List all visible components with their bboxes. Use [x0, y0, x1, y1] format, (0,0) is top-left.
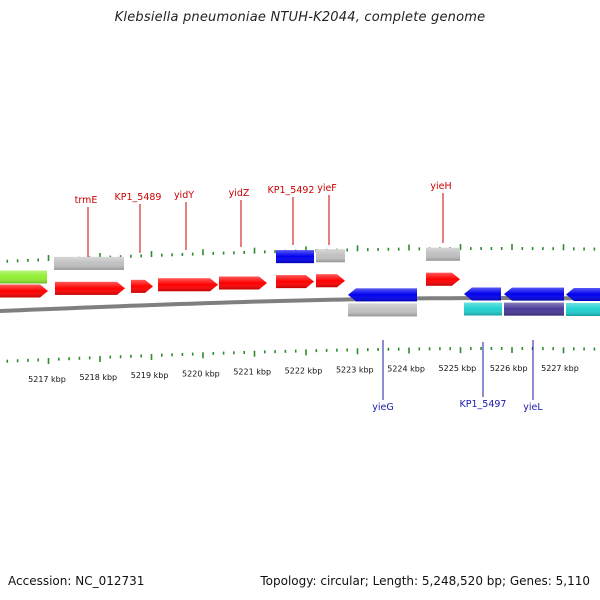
gene-feature[interactable]: [426, 272, 460, 286]
kbp-label: 5222 kbp: [285, 366, 323, 375]
gene-feature[interactable]: [504, 302, 564, 316]
gene-feature[interactable]: [219, 276, 267, 290]
kbp-scale-labels: 5217 kbp 5218 kbp 5219 kbp 5220 kbp 5221 kbp…: [28, 364, 579, 384]
topology-summary: Topology: circular; Length: 5,248,520 bp…: [260, 574, 590, 588]
gene-label-kp1-5492[interactable]: KP1_5492: [268, 185, 315, 196]
kbp-label: 5227 kbp: [541, 364, 579, 373]
label-leader-lines: [87, 193, 534, 400]
gene-feature[interactable]: [348, 288, 417, 302]
genome-title: Klebsiella pneumoniae NTUH-K2044, comple…: [114, 10, 486, 25]
kbp-label: 5226 kbp: [490, 364, 528, 373]
inner-tick-marks: [6, 347, 596, 365]
gene-label-trme[interactable]: trmE: [75, 195, 98, 206]
kbp-label: 5219 kbp: [131, 371, 169, 380]
gene-labels: trmE KP1_5489 yidY yidZ KP1_5492 yieF yieH yieG…: [75, 181, 544, 413]
gene-feature[interactable]: [55, 281, 125, 295]
gene-feature[interactable]: [276, 275, 314, 289]
gene-feature[interactable]: [0, 284, 48, 298]
kbp-label: 5223 kbp: [336, 365, 374, 374]
gene-feature[interactable]: [0, 270, 47, 284]
gene-feature[interactable]: [158, 278, 218, 292]
gene-label-kp1-5497[interactable]: KP1_5497: [460, 399, 507, 410]
gene-label-yidy[interactable]: yidY: [174, 190, 194, 201]
gene-label-yief[interactable]: yieF: [317, 183, 337, 194]
gene-feature[interactable]: [316, 249, 345, 263]
gene-label-yieh[interactable]: yieH: [430, 181, 451, 192]
kbp-label: 5218 kbp: [79, 373, 117, 382]
gene-feature[interactable]: [276, 250, 314, 264]
gene-feature[interactable]: [348, 303, 417, 317]
gene-feature[interactable]: [131, 279, 153, 293]
gene-feature[interactable]: [426, 247, 460, 261]
gene-label-yidz[interactable]: yidZ: [229, 188, 250, 199]
gene-feature[interactable]: [54, 256, 124, 270]
kbp-label: 5217 kbp: [28, 375, 66, 384]
accession-text: Accession: NC_012731: [8, 574, 145, 588]
kbp-label: 5221 kbp: [233, 368, 271, 377]
gene-feature[interactable]: [566, 302, 600, 316]
gene-feature[interactable]: [504, 287, 564, 301]
kbp-label: 5224 kbp: [387, 365, 425, 374]
gene-label-yieg[interactable]: yieG: [372, 402, 393, 413]
gene-label-yiel[interactable]: yieL: [523, 402, 543, 413]
gene-label-kp1-5489[interactable]: KP1_5489: [115, 192, 162, 203]
gene-feature[interactable]: [316, 274, 345, 288]
gene-feature[interactable]: [464, 302, 502, 316]
kbp-label: 5225 kbp: [439, 364, 477, 373]
kbp-label: 5220 kbp: [182, 369, 220, 378]
